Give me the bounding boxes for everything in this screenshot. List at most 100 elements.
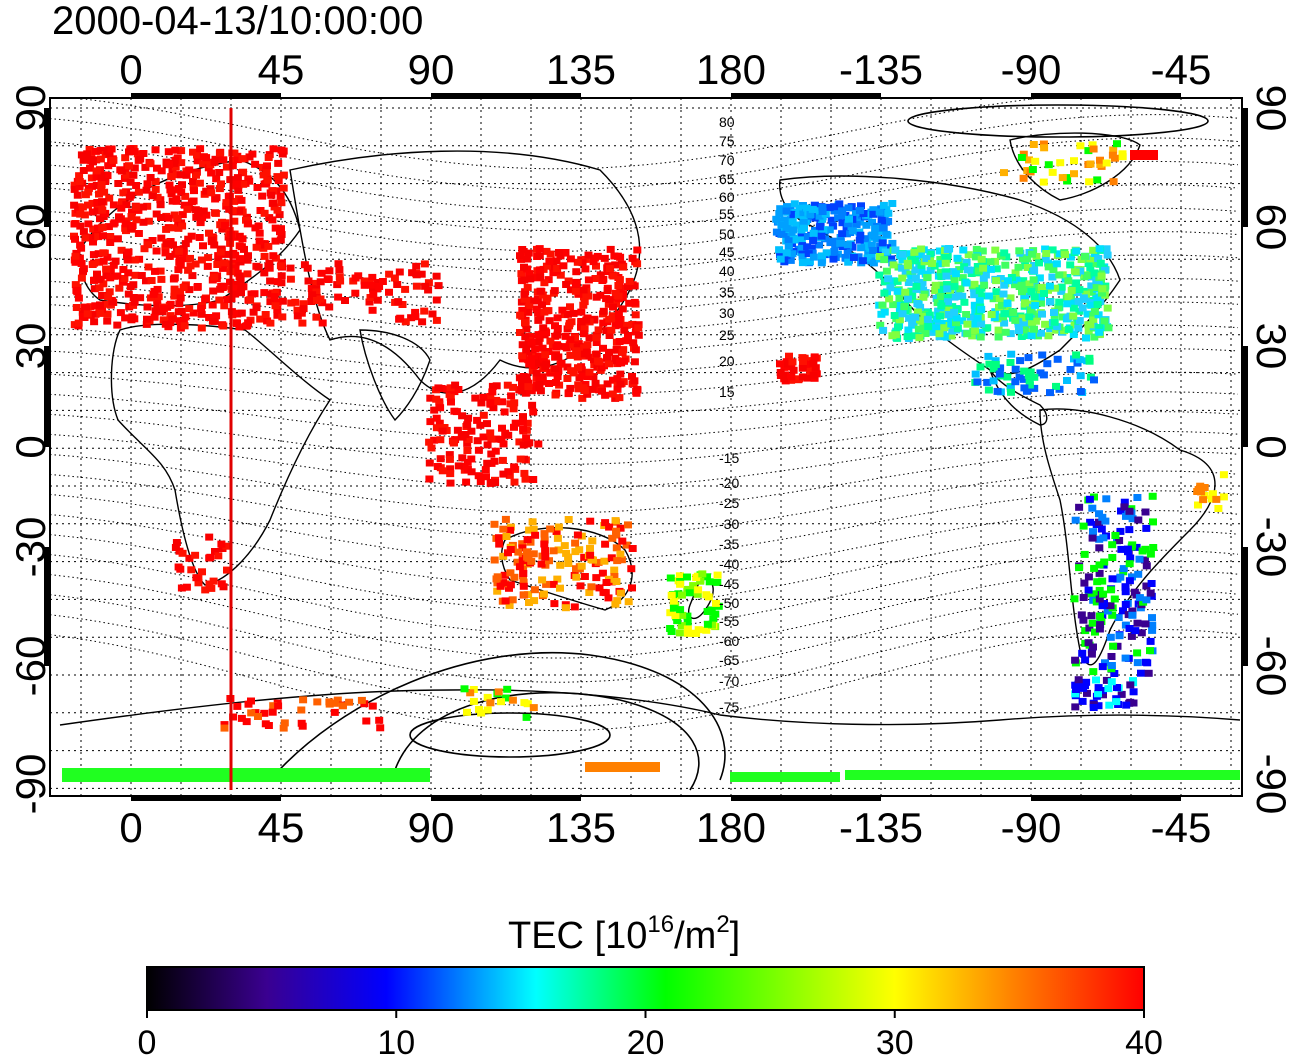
tec-cell (917, 245, 926, 253)
tec-cell (1207, 495, 1216, 503)
tec-cell (931, 281, 940, 289)
tec-cell (577, 562, 586, 570)
tec-cell (798, 364, 807, 372)
tec-cell (574, 364, 582, 372)
tec-cell (789, 226, 798, 234)
tec-cell (286, 275, 295, 283)
tec-cell (75, 172, 84, 180)
tec-cell (950, 308, 959, 316)
tec-cell (943, 281, 951, 289)
tec-cell (244, 252, 252, 260)
tec-cell (176, 261, 185, 269)
tec-cell (527, 557, 536, 565)
tec-cell (123, 256, 132, 264)
tec-cell (143, 303, 152, 311)
tec-cell (978, 292, 986, 300)
tec-cell (286, 264, 295, 272)
tec-cell (193, 157, 202, 165)
tec-cell (79, 268, 87, 276)
tec-cell (613, 375, 622, 383)
tec-cell (966, 313, 975, 321)
tec-cell (525, 360, 534, 368)
tec-cell (553, 373, 562, 381)
tec-cell (122, 171, 131, 179)
tec-cell (997, 301, 1006, 309)
tec-cell (973, 314, 982, 322)
tec-cell (153, 164, 161, 172)
tec-cell (809, 253, 818, 261)
tec-cell (882, 206, 891, 214)
tec-cell (510, 478, 519, 486)
tec-cell (258, 192, 267, 200)
top-longitude-label: -90 (1001, 46, 1062, 93)
tec-cell (958, 274, 967, 282)
tec-cell (566, 384, 575, 392)
tec-cell (1098, 513, 1107, 521)
tec-cell (884, 275, 893, 283)
tec-cell (464, 436, 473, 443)
tec-cell (80, 211, 89, 219)
tec-cell (106, 233, 115, 240)
tec-cell (1114, 614, 1123, 621)
tec-cell (809, 371, 818, 379)
tec-cell (206, 161, 215, 169)
tec-cell (197, 324, 206, 332)
tec-cell (941, 302, 950, 310)
tec-cell (628, 372, 636, 380)
tec-cell (1040, 290, 1048, 297)
top-longitude-label: 0 (119, 46, 142, 93)
tec-cell (125, 162, 133, 170)
tec-cell (264, 722, 273, 729)
tec-cell (854, 253, 863, 261)
tec-cell (351, 274, 360, 282)
tec-cell (563, 363, 572, 371)
tec-cell (894, 323, 902, 331)
tec-cell (1125, 625, 1134, 632)
tec-cell (522, 713, 531, 721)
tec-cell (1085, 357, 1094, 365)
tec-cell (495, 540, 504, 548)
tec-cell (260, 709, 269, 717)
tec-cell (901, 268, 910, 276)
tec-cell (217, 180, 225, 188)
tec-cell (1077, 611, 1086, 619)
tec-cell (666, 609, 675, 617)
tec-cell (262, 169, 271, 177)
tec-cell (139, 203, 147, 211)
tec-cell (143, 202, 152, 210)
tec-cell (279, 171, 288, 179)
tec-cell (412, 271, 421, 279)
tec-cell (1109, 146, 1118, 154)
tec-cell (1076, 372, 1085, 380)
tec-cell (1102, 495, 1111, 503)
tec-cell (540, 536, 549, 544)
tec-cell (181, 240, 190, 248)
tec-cell (162, 225, 171, 233)
tec-cell (979, 264, 988, 272)
tec-cell (533, 295, 542, 303)
tec-cell (96, 301, 104, 309)
tec-cell (885, 295, 894, 303)
tec-cell (81, 234, 90, 242)
tec-cell (476, 478, 485, 486)
tec-cell (818, 203, 827, 211)
tec-cell (907, 287, 916, 295)
tec-cell (619, 290, 628, 298)
tec-cell (159, 305, 168, 313)
tec-cell (1041, 245, 1050, 253)
tec-cell (915, 334, 924, 342)
tec-cell (598, 277, 607, 284)
tec-cell (1090, 269, 1099, 277)
tec-cell (325, 700, 334, 708)
tec-cell (517, 255, 526, 263)
tec-cell (237, 196, 246, 204)
tec-cell (1142, 524, 1151, 532)
tec-cell (1023, 332, 1032, 339)
tec-cell (951, 270, 960, 278)
contour-value-label: -25 (719, 495, 739, 511)
tec-cell (519, 425, 528, 433)
tec-cell (1025, 381, 1034, 389)
tec-cell (565, 322, 574, 330)
tec-cell (1031, 301, 1040, 309)
